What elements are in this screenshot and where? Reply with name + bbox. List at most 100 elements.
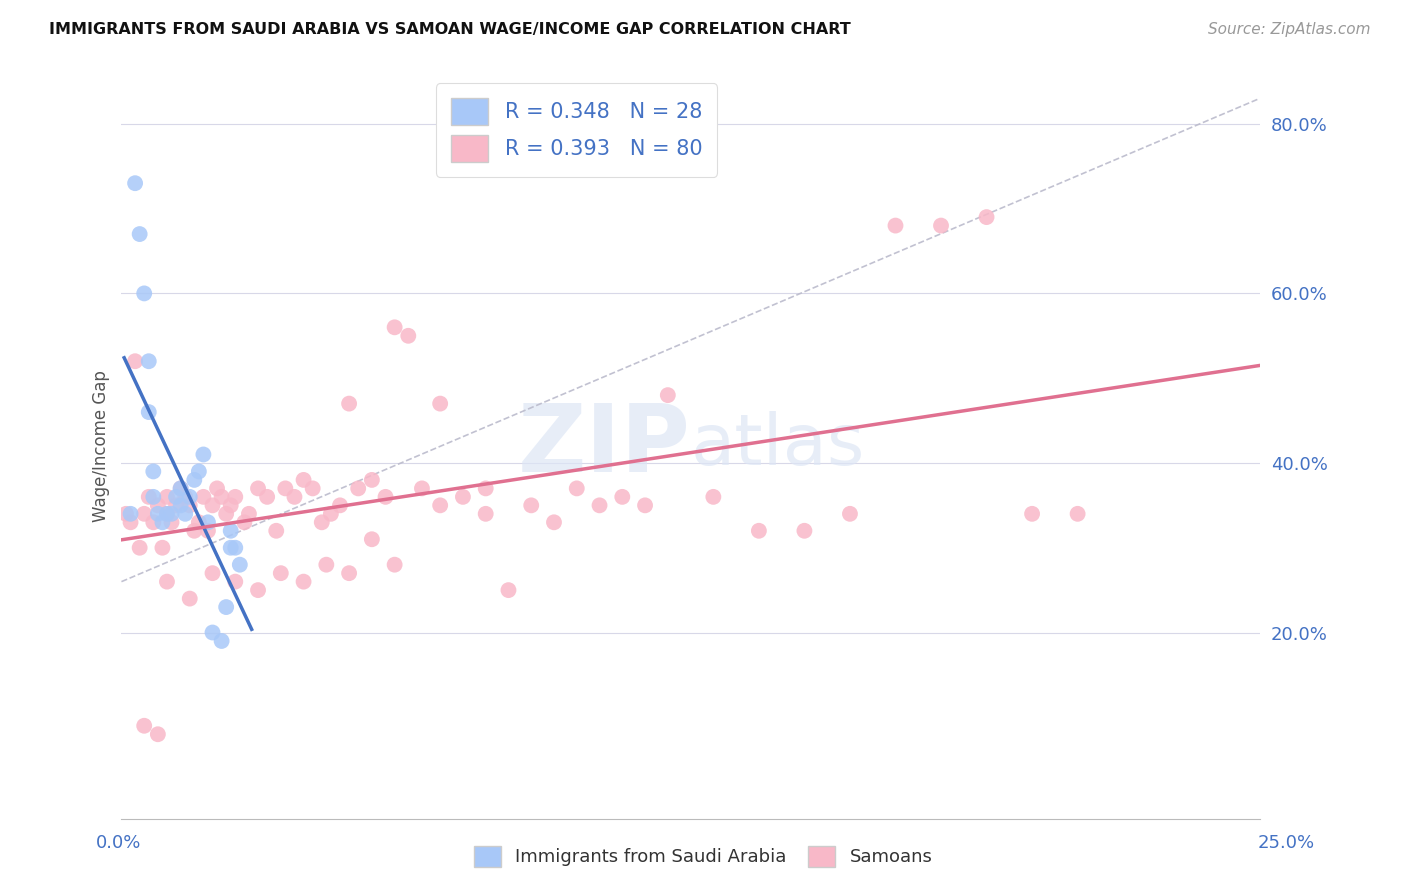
Point [169,482,191,496]
Point [174,507,197,521]
Point [396,328,419,343]
Point [360,473,382,487]
Point [748,524,770,538]
Point [229,558,252,572]
Point [429,396,451,410]
Point [374,490,396,504]
Point [384,558,406,572]
Point [270,566,292,581]
Point [174,490,197,504]
Point [120,507,142,521]
Point [224,490,246,504]
Point [193,490,215,504]
Point [588,499,610,513]
Point [115,507,138,521]
Point [976,210,998,224]
Point [134,507,156,521]
Point [329,499,352,513]
Point [142,516,165,530]
Point [156,490,179,504]
Legend: R = 0.348   N = 28, R = 0.393   N = 80: R = 0.348 N = 28, R = 0.393 N = 80 [436,83,717,177]
Point [264,524,287,538]
Point [702,490,724,504]
Point [233,516,256,530]
Point [211,490,233,504]
Point [612,490,634,504]
Point [274,482,297,496]
Point [360,533,382,547]
Point [160,507,183,521]
Point [179,499,201,513]
Point [128,227,150,241]
Text: Source: ZipAtlas.com: Source: ZipAtlas.com [1208,22,1371,37]
Legend: Immigrants from Saudi Arabia, Samoans: Immigrants from Saudi Arabia, Samoans [467,838,939,874]
Point [146,499,169,513]
Text: 0.0%: 0.0% [96,834,141,852]
Point [543,516,565,530]
Point [565,482,588,496]
Point [201,566,224,581]
Point [169,482,191,496]
Point [219,499,242,513]
Point [429,499,451,513]
Point [134,719,156,733]
Point [498,583,520,598]
Point [160,516,183,530]
Point [187,465,209,479]
Point [292,574,315,589]
Point [183,473,205,487]
Point [1021,507,1043,521]
Point [1066,507,1088,521]
Text: 25.0%: 25.0% [1257,834,1315,852]
Point [256,490,278,504]
Point [884,219,907,233]
Point [929,219,952,233]
Point [138,405,160,419]
Point [215,600,238,615]
Point [451,490,474,504]
Point [474,507,496,521]
Point [247,583,270,598]
Point [169,499,191,513]
Point [179,490,201,504]
Point [179,591,201,606]
Point [165,499,187,513]
Y-axis label: Wage/Income Gap: Wage/Income Gap [93,370,110,522]
Point [197,516,219,530]
Point [120,516,142,530]
Point [156,507,179,521]
Point [205,482,228,496]
Point [347,482,370,496]
Point [201,499,224,513]
Point [311,516,333,530]
Point [337,566,360,581]
Point [520,499,543,513]
Point [142,490,165,504]
Point [183,524,205,538]
Point [201,625,224,640]
Point [793,524,815,538]
Point [634,499,657,513]
Point [301,482,323,496]
Point [124,176,146,190]
Point [193,448,215,462]
Point [247,482,270,496]
Point [142,465,165,479]
Point [211,634,233,648]
Point [219,524,242,538]
Point [165,490,187,504]
Text: atlas: atlas [690,411,865,481]
Point [219,541,242,555]
Point [156,574,179,589]
Point [152,541,174,555]
Point [187,516,209,530]
Point [292,473,315,487]
Point [384,320,406,334]
Point [224,541,246,555]
Point [124,354,146,368]
Point [319,507,342,521]
Text: IMMIGRANTS FROM SAUDI ARABIA VS SAMOAN WAGE/INCOME GAP CORRELATION CHART: IMMIGRANTS FROM SAUDI ARABIA VS SAMOAN W… [49,22,851,37]
Point [474,482,496,496]
Point [224,574,246,589]
Point [215,507,238,521]
